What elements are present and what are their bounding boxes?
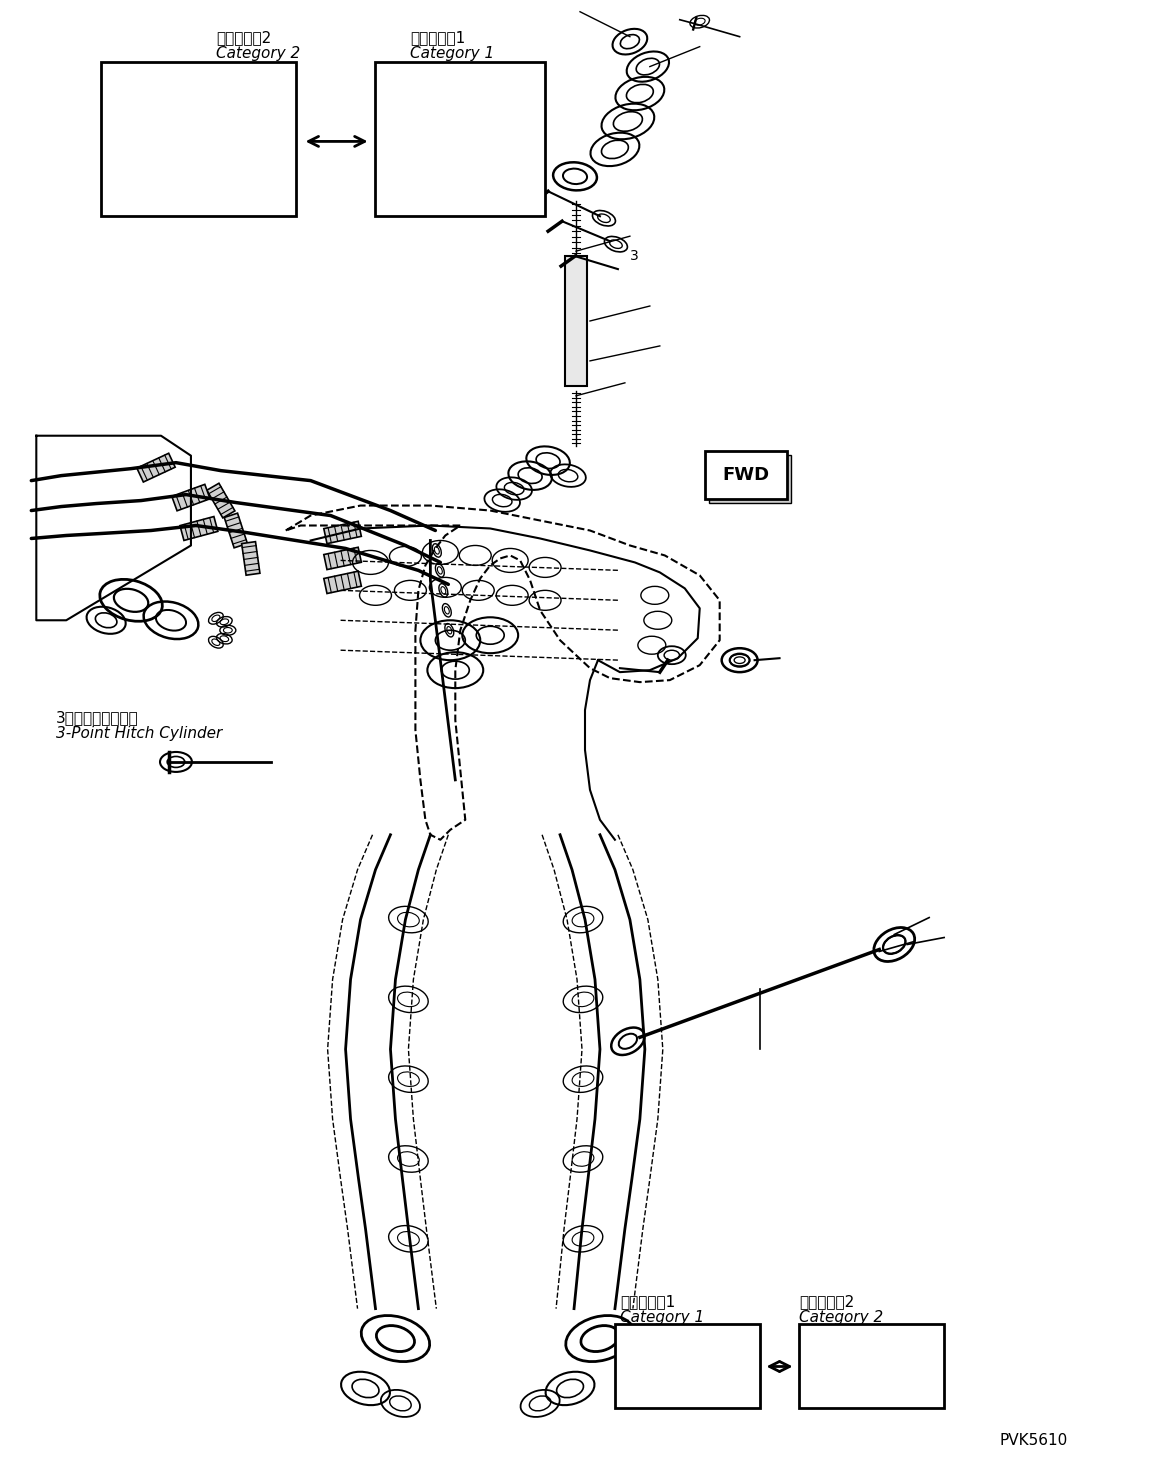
Bar (324, 521, 361, 544)
Text: FWD: FWD (722, 465, 770, 483)
Text: 3-Point Hitch Cylinder: 3-Point Hitch Cylinder (56, 726, 223, 741)
Text: Category 1: Category 1 (410, 46, 495, 60)
Bar (207, 483, 235, 518)
Text: 3点ヒッチシリンダ: 3点ヒッチシリンダ (56, 710, 139, 725)
Bar (180, 517, 218, 541)
Bar (172, 485, 210, 511)
Text: 3: 3 (630, 249, 639, 264)
Text: Category 2: Category 2 (799, 1309, 884, 1324)
Text: カテゴリ　1: カテゴリ 1 (620, 1293, 675, 1308)
Text: PVK5610: PVK5610 (999, 1433, 1068, 1448)
Bar (324, 572, 361, 594)
Bar (799, 1324, 944, 1408)
Bar (565, 256, 588, 386)
Bar (137, 454, 175, 482)
Bar (102, 62, 296, 217)
Bar (375, 62, 545, 217)
Text: Category 1: Category 1 (620, 1309, 704, 1324)
Text: Category 2: Category 2 (216, 46, 300, 60)
Text: カテゴリ　2: カテゴリ 2 (216, 29, 271, 44)
Bar (242, 542, 260, 574)
Bar (324, 548, 361, 570)
Bar (704, 451, 786, 498)
Text: カテゴリ　2: カテゴリ 2 (799, 1293, 855, 1308)
Text: カテゴリ　1: カテゴリ 1 (410, 29, 466, 44)
Bar (224, 513, 248, 548)
Bar (709, 455, 791, 502)
Bar (614, 1324, 759, 1408)
